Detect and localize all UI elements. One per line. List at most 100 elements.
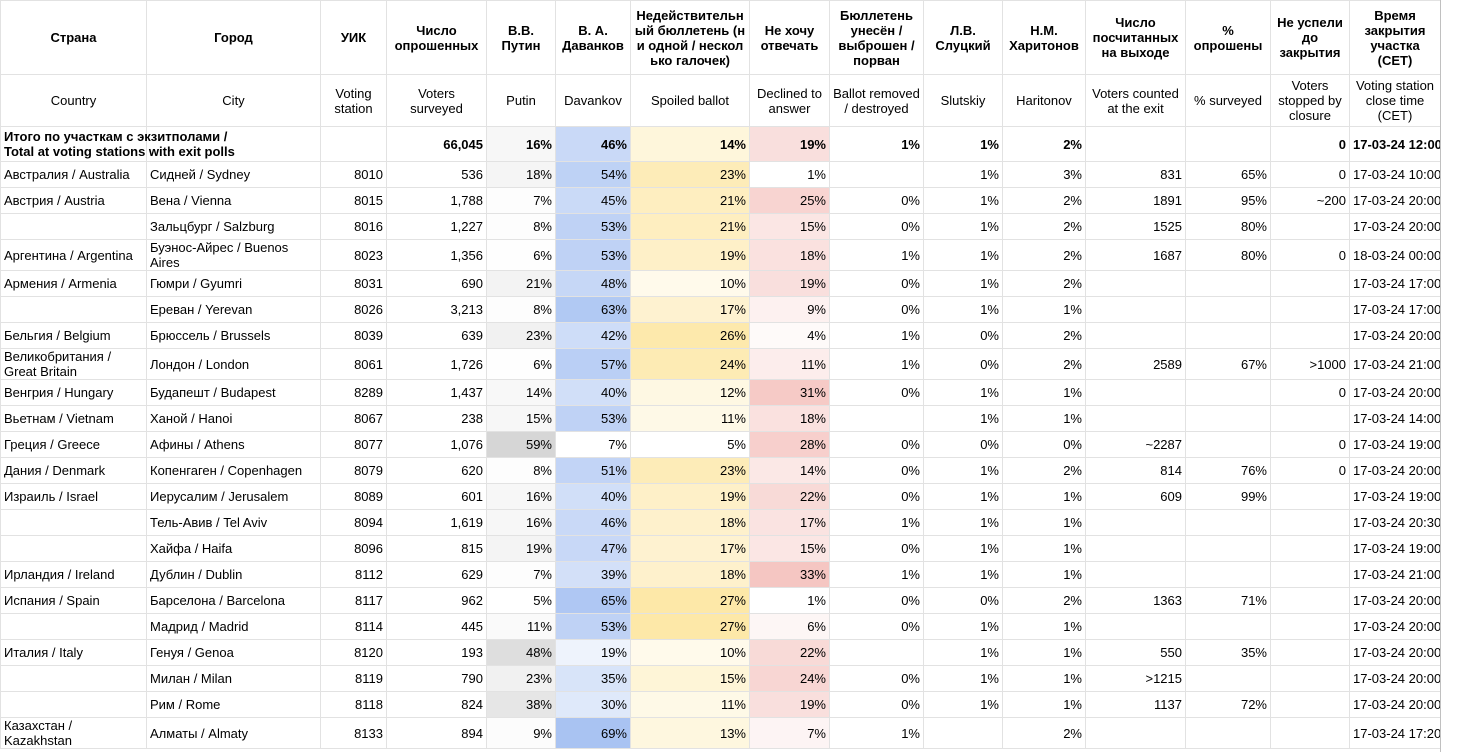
value-cell: 1% <box>1002 405 1086 432</box>
value-cell: 17% <box>630 535 750 562</box>
value-cell: 2% <box>1002 348 1086 380</box>
value-cell: 0 <box>1270 161 1350 188</box>
value-cell: 1,788 <box>386 187 487 214</box>
data-row: Милан / Milan 8119 790 23% 35% 15% 24% 0% 1% 1% >1… <box>0 665 1440 692</box>
data-row: Ирландия / Ireland Дублин / Dublin 8112 629… <box>0 561 1440 588</box>
data-row: Казахстан / Kazakhstan Алматы / Almaty 813… <box>0 717 1440 749</box>
country-cell: Италия / Italy <box>0 639 147 666</box>
value-cell: 53% <box>555 239 631 271</box>
value-cell: 10% <box>630 639 750 666</box>
value-cell: 824 <box>386 691 487 718</box>
value-cell: 1,619 <box>386 509 487 536</box>
value-cell: 69% <box>555 717 631 749</box>
city-cell: Ереван / Yerevan <box>146 296 321 323</box>
city-cell: Гюмри / Gyumri <box>146 270 321 297</box>
value-cell: 815 <box>386 535 487 562</box>
value-cell <box>1185 322 1271 349</box>
value-cell: 0% <box>829 587 924 614</box>
value-cell: 1% <box>1002 613 1086 640</box>
value-cell: 63% <box>555 296 631 323</box>
value-cell: 1% <box>1002 561 1086 588</box>
value-cell <box>1085 270 1186 297</box>
value-cell: 1% <box>923 613 1003 640</box>
country-cell: Венгрия / Hungary <box>0 379 147 406</box>
value-cell: 0% <box>829 457 924 484</box>
value-cell <box>1270 717 1350 749</box>
value-cell <box>1270 665 1350 692</box>
value-cell: 8117 <box>320 587 387 614</box>
data-row: Италия / Italy Генуя / Genoa 8120 193 48% 19%… <box>0 639 1440 666</box>
value-cell: 0% <box>829 270 924 297</box>
value-cell: 0% <box>829 379 924 406</box>
value-cell: 1,227 <box>386 213 487 240</box>
value-cell: 0 <box>1270 431 1350 458</box>
value-cell <box>1185 126 1271 162</box>
column-header: % surveyed <box>1185 74 1271 127</box>
city-cell: Вена / Vienna <box>146 187 321 214</box>
value-cell: 1% <box>829 509 924 536</box>
country-cell <box>0 691 147 718</box>
value-cell: 0% <box>1002 431 1086 458</box>
value-cell: 0% <box>829 665 924 692</box>
value-cell: 67% <box>1185 348 1271 380</box>
data-row: Тель-Авив / Tel Aviv 8094 1,619 16% 46% 18% 17… <box>0 509 1440 536</box>
value-cell: 21% <box>486 270 556 297</box>
value-cell: 21% <box>630 187 750 214</box>
value-cell: 2% <box>1002 322 1086 349</box>
column-header: Время закрытия участка (CET) <box>1349 0 1440 75</box>
value-cell: 28% <box>749 431 830 458</box>
value-cell <box>1270 691 1350 718</box>
value-cell: 57% <box>555 348 631 380</box>
value-cell: 15% <box>486 405 556 432</box>
value-cell: 894 <box>386 717 487 749</box>
value-cell: 8119 <box>320 665 387 692</box>
value-cell <box>1185 561 1271 588</box>
city-cell: Милан / Milan <box>146 665 321 692</box>
value-cell: 27% <box>630 587 750 614</box>
value-cell: 27% <box>630 613 750 640</box>
city-cell: Алматы / Almaty <box>146 717 321 749</box>
value-cell: 19% <box>630 239 750 271</box>
value-cell: 1% <box>829 126 924 162</box>
value-cell: 8016 <box>320 213 387 240</box>
value-cell: ~200 <box>1270 187 1350 214</box>
value-cell <box>1085 535 1186 562</box>
value-cell <box>1270 613 1350 640</box>
value-cell <box>1270 322 1350 349</box>
value-cell: 65% <box>1185 161 1271 188</box>
value-cell: 22% <box>749 639 830 666</box>
value-cell: 1% <box>829 239 924 271</box>
value-cell: 1% <box>923 639 1003 666</box>
value-cell: 8114 <box>320 613 387 640</box>
value-cell: 18-03-24 00:00 <box>1349 239 1440 271</box>
country-cell: Австрия / Austria <box>0 187 147 214</box>
value-cell: 7% <box>749 717 830 749</box>
value-cell: 7% <box>486 187 556 214</box>
value-cell: 11% <box>630 691 750 718</box>
value-cell: 1% <box>1002 483 1086 510</box>
value-cell: 3,213 <box>386 296 487 323</box>
value-cell: 1% <box>923 535 1003 562</box>
value-cell: 17-03-24 20:00 <box>1349 639 1440 666</box>
country-cell: Испания / Spain <box>0 587 147 614</box>
country-cell: Австралия / Australia <box>0 161 147 188</box>
value-cell: >1000 <box>1270 348 1350 380</box>
column-header: Не хочу отвечать <box>749 0 830 75</box>
country-cell <box>0 213 147 240</box>
value-cell: 19% <box>749 270 830 297</box>
value-cell: 8094 <box>320 509 387 536</box>
value-cell: 8% <box>486 457 556 484</box>
value-cell: 80% <box>1185 213 1271 240</box>
column-header: City <box>146 74 321 127</box>
value-cell: 99% <box>1185 483 1271 510</box>
value-cell: 66,045 <box>386 126 487 162</box>
value-cell: 620 <box>386 457 487 484</box>
value-cell: 40% <box>555 483 631 510</box>
value-cell: 1891 <box>1085 187 1186 214</box>
data-row: Бельгия / Belgium Брюссель / Brussels 8039… <box>0 322 1440 349</box>
value-cell: 14% <box>486 379 556 406</box>
data-row: Мадрид / Madrid 8114 445 11% 53% 27% 6% 0% 1% 1% 1… <box>0 613 1440 640</box>
country-cell: Дания / Denmark <box>0 457 147 484</box>
value-cell: 8039 <box>320 322 387 349</box>
